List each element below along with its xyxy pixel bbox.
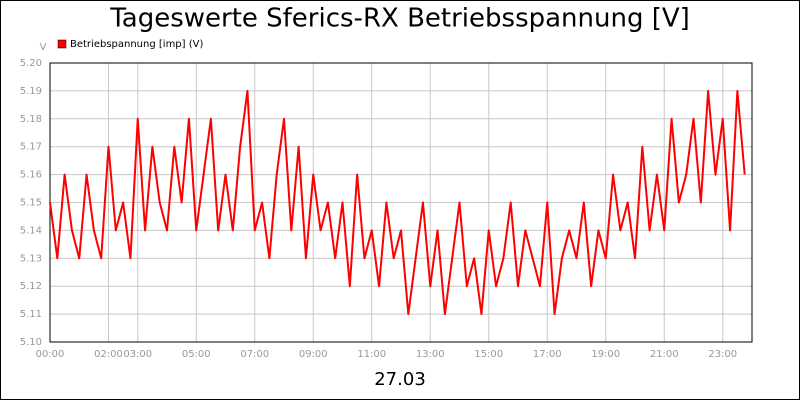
x-axis-label: 27.03 (374, 369, 426, 390)
y-tick-label: 5.17 (20, 142, 42, 153)
y-tick-label: 5.15 (20, 198, 42, 209)
x-tick-label: 07:00 (240, 349, 269, 360)
x-tick-label: 21:00 (650, 349, 679, 360)
x-tick-label: 13:00 (416, 349, 445, 360)
y-tick-label: 5.12 (20, 281, 42, 292)
y-tick-label: 5.13 (20, 253, 42, 264)
x-tick-label: 00:00 (36, 349, 65, 360)
x-tick-label: 05:00 (182, 349, 211, 360)
y-tick-label: 5.14 (20, 225, 42, 236)
y-axis-label: V (40, 42, 47, 53)
y-tick-label: 5.11 (20, 309, 42, 320)
y-tick-label: 5.16 (20, 170, 42, 181)
y-tick-label: 5.10 (20, 337, 42, 348)
legend-swatch (57, 39, 67, 49)
x-tick-label: 19:00 (591, 349, 620, 360)
x-tick-label: 09:00 (299, 349, 328, 360)
y-tick-label: 5.20 (20, 58, 42, 69)
y-tick-label: 5.19 (20, 86, 42, 97)
data-line (49, 89, 746, 316)
chart-title: Tageswerte Sferics-RX Betriebsspannung [… (109, 4, 690, 34)
y-tick-label: 5.18 (20, 114, 42, 125)
legend-label: Betriebspannung [imp] (V) (70, 39, 203, 50)
x-tick-label: 11:00 (357, 349, 386, 360)
x-tick-label: 03:00 (123, 349, 152, 360)
x-tick-label: 02:00 (94, 349, 123, 360)
x-tick-label: 17:00 (533, 349, 562, 360)
x-tick-label: 23:00 (708, 349, 737, 360)
x-tick-label: 15:00 (474, 349, 503, 360)
